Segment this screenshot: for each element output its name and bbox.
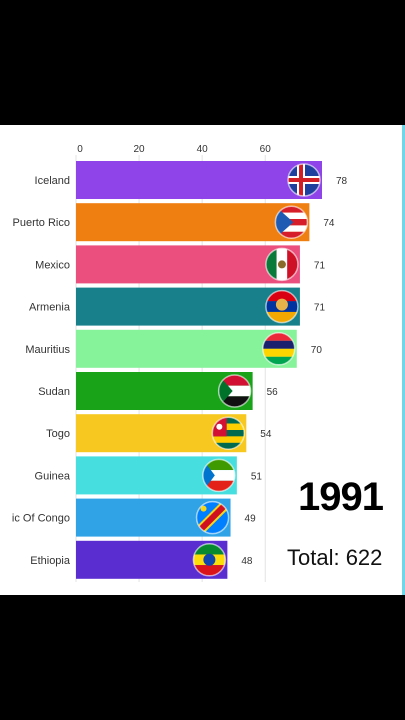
value-label: 54 bbox=[260, 429, 272, 440]
sudan-flag bbox=[217, 374, 252, 408]
value-label: 56 bbox=[267, 387, 279, 398]
category-label: Armenia bbox=[29, 302, 71, 314]
mexico-flag bbox=[265, 247, 299, 282]
x-tick-label: 20 bbox=[134, 144, 146, 155]
bar bbox=[76, 161, 322, 199]
category-label: Guinea bbox=[35, 470, 71, 482]
ethiopia-flag bbox=[192, 543, 227, 577]
guinea-flag bbox=[202, 458, 236, 493]
value-label: 48 bbox=[241, 556, 253, 567]
bar bbox=[76, 287, 300, 326]
total-label: Total: 622 bbox=[287, 545, 383, 570]
category-label: Puerto Rico bbox=[13, 217, 70, 229]
x-tick-label: 60 bbox=[260, 144, 272, 155]
category-label: Iceland bbox=[35, 175, 70, 187]
panel-edge bbox=[402, 125, 405, 595]
value-label: 49 bbox=[245, 514, 257, 525]
value-label: 51 bbox=[251, 471, 263, 482]
iceland-flag bbox=[287, 163, 321, 197]
category-label: Sudan bbox=[38, 386, 70, 398]
mauritius-flag bbox=[262, 332, 296, 366]
value-label: 71 bbox=[314, 303, 326, 314]
category-label: Mauritius bbox=[25, 344, 70, 356]
congo-flag bbox=[195, 500, 230, 535]
bar bbox=[76, 203, 310, 242]
togo-flag bbox=[211, 416, 246, 450]
category-label: ic Of Congo bbox=[12, 513, 70, 525]
value-label: 78 bbox=[336, 176, 348, 187]
x-tick-label: 40 bbox=[197, 144, 209, 155]
bar bbox=[76, 245, 300, 284]
bar bbox=[76, 329, 297, 368]
value-label: 74 bbox=[323, 218, 335, 229]
puerto-rico-flag bbox=[274, 205, 309, 239]
x-tick-label: 0 bbox=[77, 144, 83, 155]
category-label: Mexico bbox=[35, 259, 70, 271]
value-label: 70 bbox=[311, 345, 323, 356]
armenia-flag bbox=[265, 289, 299, 324]
value-label: 71 bbox=[314, 260, 326, 271]
year-label: 1991 bbox=[298, 475, 384, 519]
category-label: Ethiopia bbox=[30, 555, 71, 567]
category-label: Togo bbox=[46, 428, 70, 440]
